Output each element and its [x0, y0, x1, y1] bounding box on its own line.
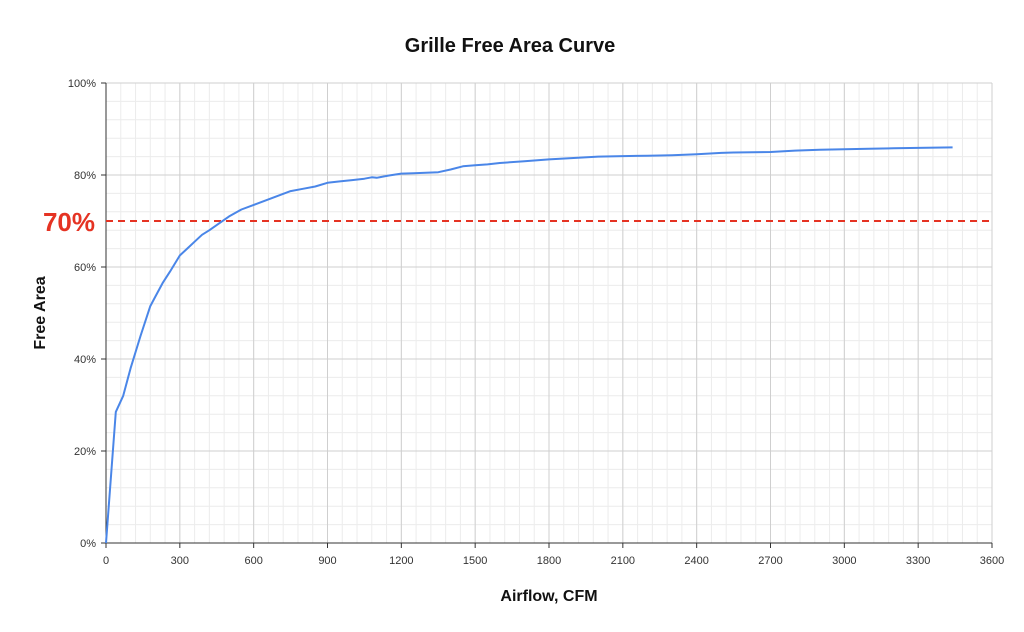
reference-line-label: 70% — [43, 207, 95, 237]
x-tick-label: 2400 — [684, 555, 708, 567]
x-tick-label: 3000 — [832, 555, 856, 567]
y-tick-label: 0% — [80, 538, 96, 550]
x-tick-label: 3600 — [980, 555, 1004, 567]
y-tick-label: 20% — [74, 446, 96, 458]
x-tick-label: 300 — [171, 555, 189, 567]
y-tick-label: 100% — [68, 78, 96, 90]
y-axis-ticks: 0% 20% 40% 60% 80% 100% — [68, 78, 106, 550]
y-axis-title: Free Area — [32, 276, 49, 349]
x-tick-label: 600 — [244, 555, 262, 567]
x-tick-label: 1200 — [389, 555, 413, 567]
y-tick-label: 80% — [74, 170, 96, 182]
x-tick-label: 1500 — [463, 555, 487, 567]
x-tick-label: 3300 — [906, 555, 930, 567]
x-tick-label: 0 — [103, 555, 109, 567]
x-axis-title: Airflow, CFM — [500, 588, 597, 605]
y-tick-label: 40% — [74, 354, 96, 366]
series-line — [105, 146, 953, 544]
x-tick-label: 2700 — [758, 555, 782, 567]
chart-title: Grille Free Area Curve — [405, 35, 615, 57]
x-tick-label: 900 — [318, 555, 336, 567]
x-tick-label: 1800 — [537, 555, 561, 567]
x-axis-ticks: 0 300 600 900 1200 1500 1800 2100 2400 2700 3000 33… — [103, 543, 1004, 567]
y-tick-label: 60% — [74, 262, 96, 274]
x-tick-label: 2100 — [611, 555, 635, 567]
